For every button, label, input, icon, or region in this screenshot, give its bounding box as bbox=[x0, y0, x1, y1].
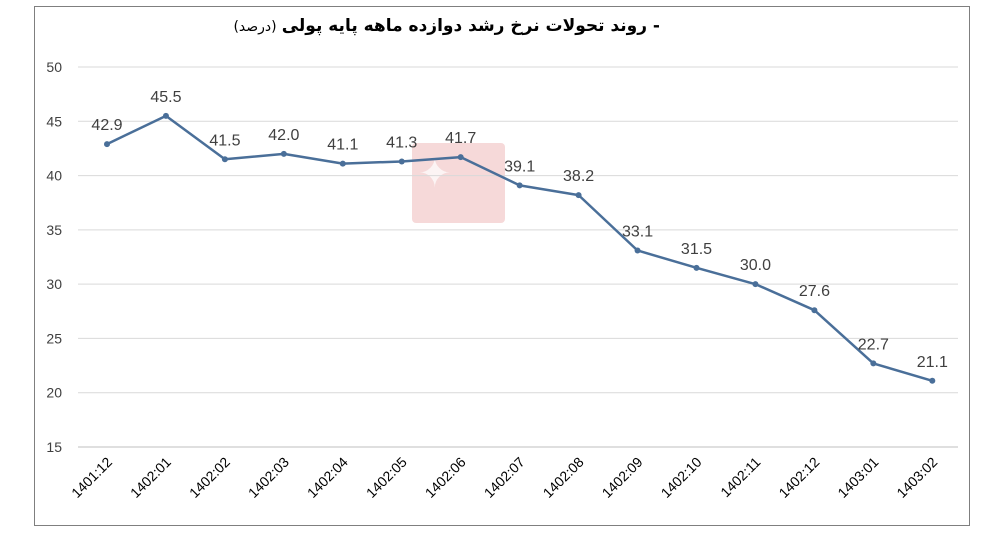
data-point bbox=[575, 192, 582, 199]
data-point bbox=[634, 247, 641, 254]
data-point bbox=[693, 264, 700, 271]
y-tick-label: 20 bbox=[46, 385, 62, 401]
x-tick-label: 1402:02 bbox=[186, 454, 233, 501]
data-label: 27.6 bbox=[799, 283, 830, 300]
data-label: 38.2 bbox=[563, 168, 594, 185]
data-label: 30.0 bbox=[740, 257, 771, 274]
x-tick-label: 1402:03 bbox=[245, 454, 292, 501]
y-axis: 15 20 25 30 35 40 45 50 bbox=[46, 59, 62, 455]
data-label: 41.3 bbox=[386, 134, 417, 151]
x-tick-label: 1403:01 bbox=[834, 454, 881, 501]
x-tick-label: 1402:10 bbox=[658, 454, 705, 501]
chart-title-text: - روند تحولات نرخ رشد دوازده ماهه پایه پ… bbox=[281, 16, 660, 36]
x-tick-label: 1402:07 bbox=[481, 454, 528, 501]
data-label: 45.5 bbox=[150, 89, 181, 106]
x-tick-label: 1402:08 bbox=[540, 454, 587, 501]
data-label: 33.1 bbox=[622, 223, 653, 240]
x-tick-label: 1402:04 bbox=[304, 454, 351, 501]
x-tick-label: 1402:09 bbox=[599, 454, 646, 501]
data-point bbox=[811, 307, 818, 314]
data-point bbox=[104, 141, 110, 148]
data-label: 21.1 bbox=[917, 354, 948, 371]
y-tick-label: 15 bbox=[46, 439, 62, 455]
data-point bbox=[457, 154, 464, 161]
data-labels: 42.9 45.5 41.5 42.0 41.1 41.3 41.7 39.1 38.2 33.1… bbox=[91, 89, 948, 371]
x-tick-label: 1402:12 bbox=[775, 454, 822, 501]
data-point bbox=[339, 160, 346, 167]
data-point bbox=[221, 156, 228, 163]
x-tick-label: 1402:11 bbox=[717, 454, 764, 501]
data-label: 41.1 bbox=[327, 137, 358, 154]
x-tick-label: 1403:02 bbox=[893, 454, 940, 501]
x-tick-label: 1402:05 bbox=[363, 454, 410, 501]
grid-lines bbox=[78, 66, 958, 448]
data-point bbox=[398, 158, 405, 165]
data-label: 42.9 bbox=[91, 117, 122, 134]
data-point bbox=[929, 377, 936, 384]
x-tick-label: 1402:06 bbox=[422, 454, 469, 501]
data-label: 42.0 bbox=[268, 127, 299, 144]
data-point bbox=[516, 182, 523, 189]
data-point bbox=[162, 112, 169, 119]
chart-frame bbox=[34, 6, 970, 526]
data-label: 39.1 bbox=[504, 158, 535, 175]
data-label: 41.7 bbox=[445, 130, 476, 147]
chart-title-unit: (درصد) bbox=[233, 19, 277, 35]
data-point bbox=[870, 360, 877, 367]
data-point bbox=[752, 281, 759, 288]
data-label: 22.7 bbox=[858, 336, 889, 353]
x-tick-label: 1402:01 bbox=[127, 454, 174, 501]
y-tick-label: 25 bbox=[46, 330, 62, 346]
y-tick-label: 40 bbox=[46, 168, 62, 184]
series-line-path bbox=[106, 114, 933, 382]
chart-title: - روند تحولات نرخ رشد دوازده ماهه پایه پ… bbox=[40, 16, 660, 36]
y-tick-label: 35 bbox=[46, 222, 62, 238]
x-axis: 1401:12 1402:01 1402:02 1402:03 1402:04 1402:… bbox=[68, 454, 941, 501]
data-label: 31.5 bbox=[681, 241, 712, 258]
y-tick-label: 50 bbox=[46, 59, 62, 75]
x-tick-label: 1401:12 bbox=[68, 454, 115, 501]
series-line bbox=[104, 112, 936, 384]
data-point bbox=[280, 150, 287, 157]
y-tick-label: 30 bbox=[46, 276, 62, 292]
y-tick-label: 45 bbox=[46, 113, 62, 129]
data-label: 41.5 bbox=[209, 132, 240, 149]
